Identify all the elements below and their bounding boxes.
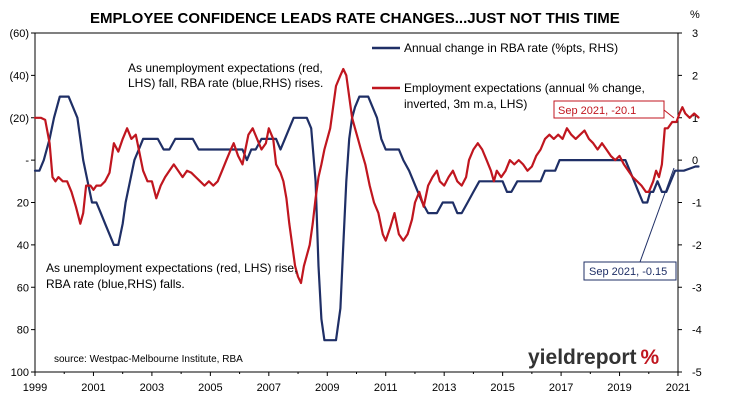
legend: Annual change in RBA rate (%pts, RHS) Em… — [372, 41, 645, 111]
annotation-bottom-line1: As unemployment expectations (red, LHS) … — [46, 261, 297, 275]
left-tick-label: 40 — [17, 240, 29, 252]
x-tick-label: 2021 — [666, 382, 690, 394]
callout-blue-label: Sep 2021, -0.15 — [589, 266, 667, 278]
right-tick-label: -2 — [692, 240, 702, 252]
x-tick-label: 2003 — [140, 382, 164, 394]
callout-blue-leader — [639, 167, 675, 263]
x-tick-label: 2001 — [81, 382, 105, 394]
annotation-bottom-line2: RBA rate (blue,RHS) falls. — [46, 277, 185, 291]
callout-red-leader — [663, 109, 675, 119]
left-tick-label: 80 — [17, 325, 29, 337]
brand-word-yield: yield — [528, 346, 576, 369]
x-tick-label: 2009 — [315, 382, 339, 394]
brand-word-report: report — [576, 346, 637, 369]
series-layer — [33, 67, 700, 342]
right-tick-label: 2 — [692, 70, 698, 82]
right-tick-label: -4 — [692, 325, 702, 337]
left-tick-label: (60) — [9, 28, 29, 40]
left-tick-label: (40) — [9, 70, 29, 82]
legend-label-employment-line1: Employment expectations (annual % change… — [404, 81, 645, 95]
x-tick-label: 2019 — [607, 382, 631, 394]
right-tick-label: -1 — [692, 198, 702, 210]
x-axis: 1999 2001 2003 2005 2007 2009 2011 2013 2015 2017… — [23, 372, 690, 394]
x-tick-label: 1999 — [23, 382, 47, 394]
left-tick-label: 100 — [11, 367, 29, 379]
annotation-top-line1: As unemployment expectations (red, — [128, 61, 323, 75]
left-tick-label: 20 — [17, 198, 29, 210]
right-tick-label: -3 — [692, 282, 702, 294]
callout-red-box — [553, 100, 665, 119]
right-axis-unit: % — [690, 9, 700, 21]
brand-symbol: % — [641, 346, 660, 369]
x-tick-label: 2005 — [198, 382, 222, 394]
left-tick-label: 60 — [17, 282, 29, 294]
chart-title: EMPLOYEE CONFIDENCE LEADS RATE CHANGES..… — [90, 10, 620, 27]
left-tick-label: (20) — [9, 113, 29, 125]
callout-blue-box — [583, 261, 677, 281]
right-tick-label: 0 — [692, 155, 698, 167]
series-line-employment-expectations — [33, 67, 700, 285]
x-tick-label: 2017 — [549, 382, 573, 394]
x-tick-label: 2015 — [490, 382, 514, 394]
legend-label-rba: Annual change in RBA rate (%pts, RHS) — [404, 41, 618, 55]
series-line-rba-rate — [33, 95, 700, 342]
right-axis: -5 -4 -3 -2 -1 0 1 2 3 — [678, 28, 702, 379]
x-tick-label: 2011 — [374, 382, 398, 394]
source-note: source: Westpac-Melbourne Institute, RBA — [54, 354, 243, 365]
right-tick-label: 3 — [692, 28, 698, 40]
x-tick-label: 2007 — [257, 382, 281, 394]
brand-logo: yieldreport% — [528, 346, 660, 369]
x-tick-label: 2013 — [432, 382, 456, 394]
right-tick-label: -5 — [692, 367, 702, 379]
annotation-top-line2: LHS) fall, RBA rate (blue,RHS) rises. — [128, 76, 323, 90]
right-tick-label: 1 — [692, 113, 698, 125]
legend-label-employment-line2: inverted, 3m m.a, LHS) — [404, 97, 527, 111]
left-tick-label: - — [25, 155, 29, 167]
callout-red-label: Sep 2021, -20.1 — [558, 105, 636, 117]
left-axis: (60) (40) (20) - 20 40 60 80 100 — [9, 28, 35, 379]
